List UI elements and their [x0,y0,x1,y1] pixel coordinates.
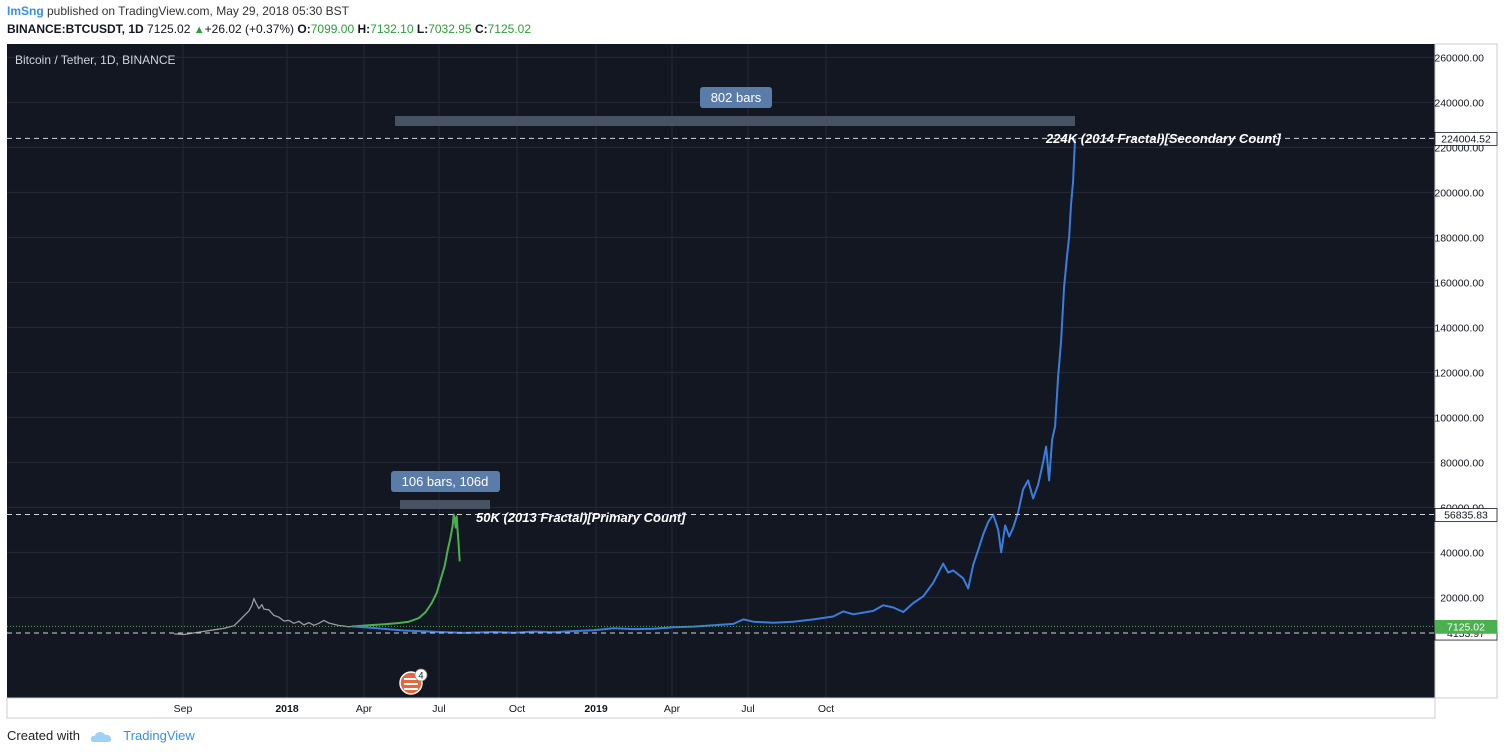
y-axis-panel[interactable] [1434,43,1498,699]
symbol-label: BINANCE:BTCUSDT, 1D [7,22,144,36]
bars-106-box [391,471,500,492]
horizontal-lines [7,137,1435,634]
fractal-2013-label: 50K (2013 Fractal)[Primary Count] [476,510,686,525]
price-label: 7125.02 [1447,621,1485,633]
low-label: L: [416,22,429,36]
chart-title: Bitcoin / Tether, 1D, BINANCE [15,53,176,67]
series-line [173,597,352,636]
close-label: C: [474,22,488,36]
x-tick-label: 2018 [275,703,299,715]
x-tick-label: Jul [432,703,445,715]
bars-802-label: 802 bars [711,90,762,105]
price-label-box [1434,508,1498,522]
footer: Created with TradingView [7,728,195,743]
bars-802-box [700,87,772,108]
y-tick-label: 100000.00 [1434,412,1484,424]
price-label: 56835.83 [1444,510,1488,522]
price-chart[interactable]: 224K (2014 Fractal)[Secondary Count] 50K … [0,42,1504,722]
high-value: 7132.10 [370,22,414,36]
author-link[interactable]: ImSng [7,4,44,18]
created-with-text: Created with [7,728,80,743]
tradingview-link[interactable]: TradingView [123,728,195,743]
x-tick-label: Sep [174,703,193,715]
price-label-box [1434,619,1498,634]
us-flag-icon[interactable]: 4 [399,668,428,695]
price-label-box [1434,131,1498,146]
x-tick-label: Oct [509,703,525,715]
y-tick-label: 160000.00 [1434,277,1484,289]
bar-range-802 [395,116,1075,126]
cloud-icon [90,731,111,742]
open-label: O: [297,22,311,36]
series-lines [173,138,1077,636]
x-axis: Sep 2018 Apr Jul Oct 2019 Apr Jul Oct [174,703,835,715]
y-tick-label: 240000.00 [1434,97,1484,109]
fractal-2014-label: 224K (2014 Fractal)[Secondary Count] [1045,131,1281,146]
bar-count-boxes [395,116,1075,509]
y-tick-label: 180000.00 [1434,232,1484,244]
y-axis: 20000.0040000.0060000.0080000.00100000.0… [1434,52,1498,641]
high-label: H: [357,22,371,36]
close-value: 7125.02 [487,22,531,36]
x-tick-label: Apr [664,703,681,715]
plot-area[interactable] [7,44,1435,698]
ohlc-bar: BINANCE:BTCUSDT, 1D 7125.02 ▲+26.02 (+0.… [7,22,531,36]
series-line [351,513,461,628]
y-tick-label: 120000.00 [1434,367,1484,379]
x-tick-label: Oct [818,703,834,715]
y-tick-label: 20000.00 [1440,592,1484,604]
publish-text: published on TradingView.com, May 29, 20… [43,4,349,18]
up-arrow-icon: ▲ [193,24,205,36]
price-change: +26.02 (+0.37%) [204,22,295,36]
x-tick-label: Jul [741,703,754,715]
y-tick-label: 80000.00 [1440,457,1484,469]
y-tick-label: 260000.00 [1434,52,1484,64]
x-tick-label: 2019 [584,703,608,715]
series-line [351,138,1077,634]
open-value: 7099.00 [310,22,355,36]
x-axis-panel[interactable] [6,697,1436,719]
last-price: 7125.02 [147,22,191,36]
events-count-badge: 4 [418,671,423,681]
y-tick-label: 200000.00 [1434,187,1484,199]
price-label: 224004.52 [1441,133,1491,145]
bars-106-label: 106 bars, 106d [402,474,489,489]
y-tick-label: 40000.00 [1440,547,1484,559]
bar-range-106 [400,500,490,509]
low-value: 7032.95 [428,22,472,36]
y-tick-label: 140000.00 [1434,322,1484,334]
annotations: 224K (2014 Fractal)[Secondary Count] 50K … [391,87,1281,525]
x-tick-label: Apr [356,703,373,715]
publish-info: ImSng published on TradingView.com, May … [7,4,349,18]
